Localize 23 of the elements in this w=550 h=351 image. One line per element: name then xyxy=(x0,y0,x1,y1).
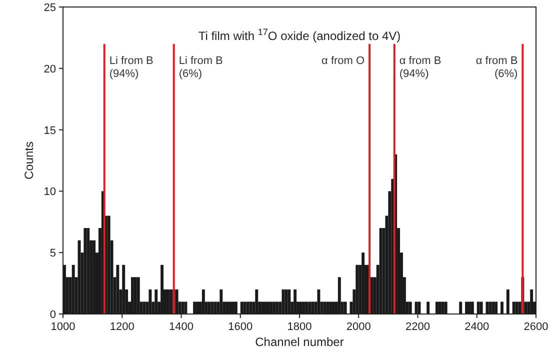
x-tick-label: 1000 xyxy=(50,321,76,333)
x-tick-label: 1600 xyxy=(228,321,253,333)
x-tick-label: 2400 xyxy=(464,321,490,333)
ref-line-label: α from B (94%) xyxy=(399,54,442,80)
ref-line-label: α from O xyxy=(322,54,366,67)
y-tick-label: 10 xyxy=(44,186,56,198)
y-tick-label: 0 xyxy=(50,309,56,321)
x-tick-label: 1200 xyxy=(110,321,134,333)
y-tick-label: 5 xyxy=(50,248,56,260)
x-tick-label: 2600 xyxy=(524,321,548,333)
x-tick-label: 1800 xyxy=(287,321,312,333)
y-axis-title: Counts xyxy=(22,141,36,180)
x-tick-label: 2000 xyxy=(346,321,371,333)
y-tick-label: 25 xyxy=(44,2,56,14)
text: Ti film with $^{17}$O oxide (anodized to 4V) xyxy=(198,27,401,43)
y-tick-label: 15 xyxy=(44,124,56,137)
y-tick-label: 20 xyxy=(44,63,56,76)
ref-line-label: α from B (6%) xyxy=(476,54,518,80)
x-tick-label: 2200 xyxy=(406,321,430,333)
x-axis-title: Channel number xyxy=(255,335,344,349)
x-tick-label: 1400 xyxy=(169,321,194,333)
ref-line-label: Li from B (94%) xyxy=(109,54,154,80)
ref-line-label: Li from B (6%) xyxy=(178,54,223,80)
